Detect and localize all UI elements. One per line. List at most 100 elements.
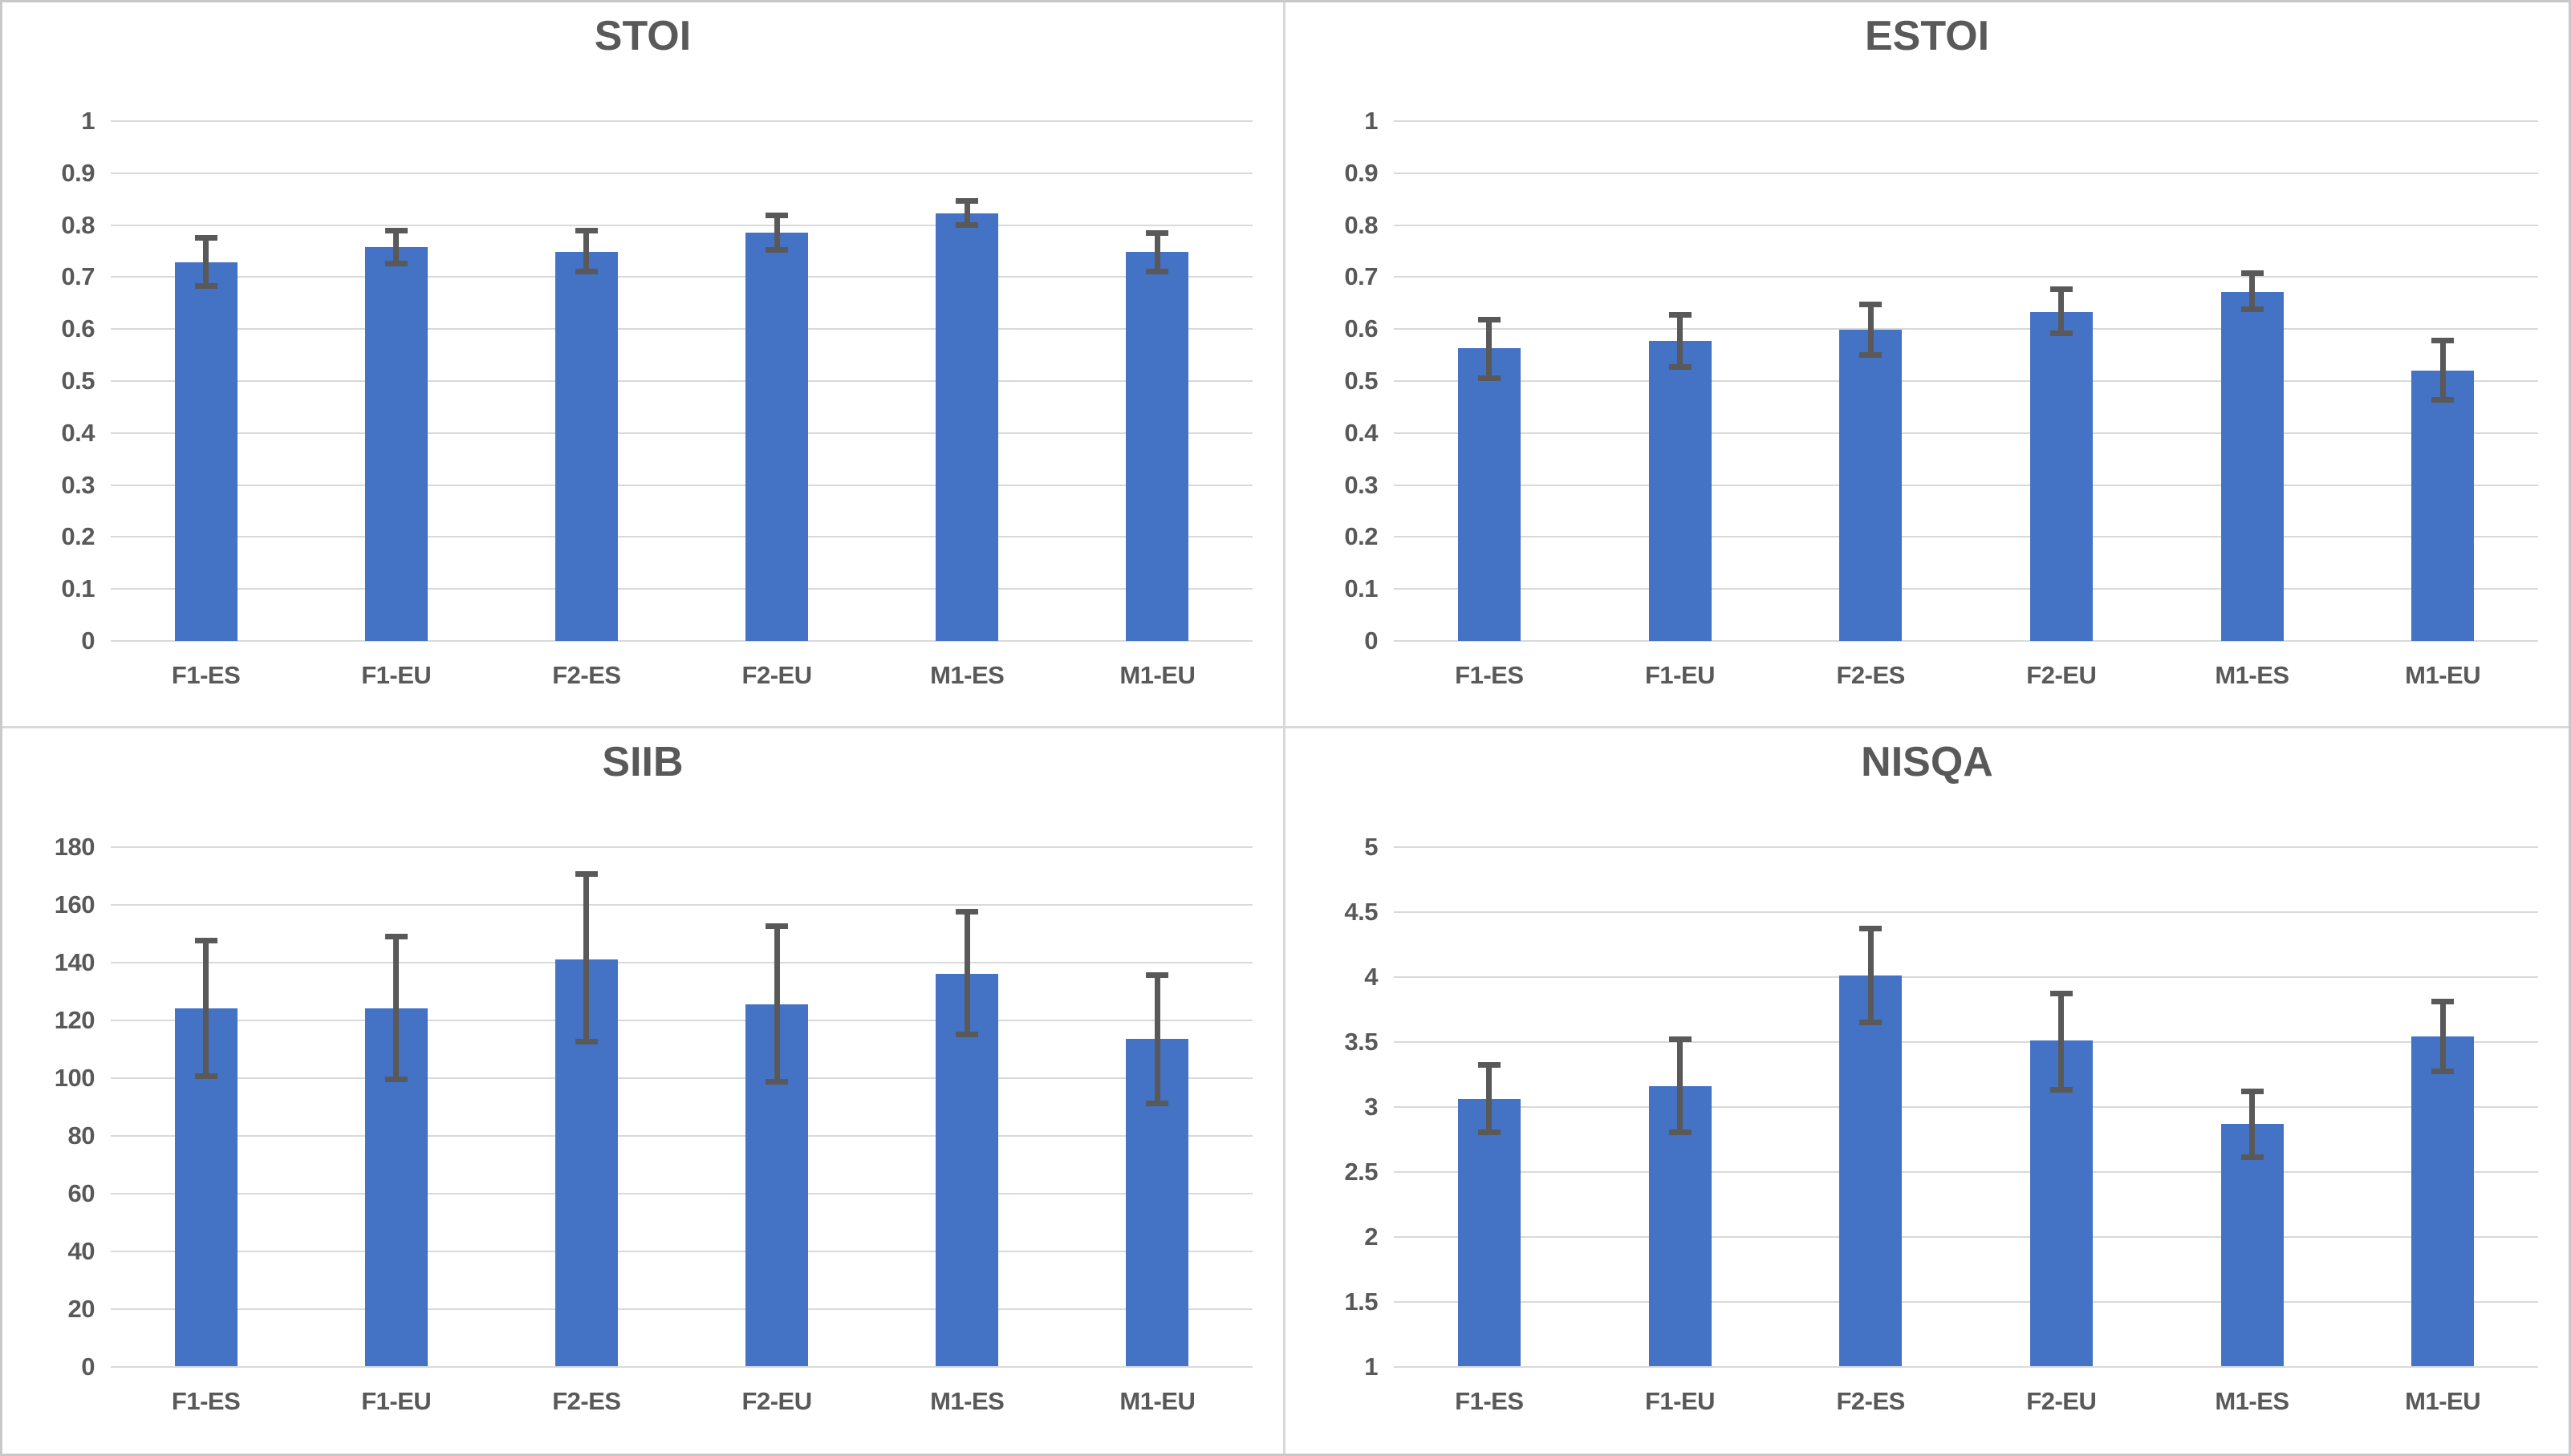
gridline	[111, 846, 1253, 848]
gridline	[1394, 1300, 2538, 1303]
error-bar-line	[2249, 273, 2255, 310]
y-tick-label: 0.4	[61, 418, 95, 447]
error-bar-cap	[1477, 1130, 1501, 1136]
category-label-M1-ES: M1-ES	[2215, 661, 2289, 689]
error-bar-cap	[1477, 1062, 1501, 1069]
error-bar-line	[583, 230, 590, 272]
gridline	[1394, 1105, 2538, 1108]
gridline	[111, 276, 1253, 278]
error-bar-cap	[956, 197, 979, 204]
error-bar-cap	[2049, 991, 2073, 997]
error-bar-cap	[766, 1079, 789, 1085]
y-tick-label: 2.5	[1344, 1157, 1378, 1186]
gridline	[1394, 911, 2538, 913]
category-label-M1-EU: M1-EU	[1119, 661, 1196, 689]
category-label-F2-ES: F2-ES	[552, 661, 621, 689]
chart-panel-siib: SIIB 180 160 140 120 100 80 60 40 20 0 F1-ES F1-EU F…	[2, 728, 1286, 1454]
gridline	[111, 484, 1253, 486]
bar-F2-ES	[554, 252, 618, 641]
error-bar-cap	[2431, 1069, 2455, 1075]
y-tick-label: 180	[54, 832, 95, 861]
chart-title-stoi: STOI	[594, 13, 692, 59]
bar-F1-ES	[1457, 1098, 1521, 1367]
plot-area-estoi: 1 0.9 0.8 0.7 0.6 0.5 0.4 0.3 0.2 0.1 0 F1-ES F1-EU F…	[1344, 107, 2538, 689]
y-tick-label: 0.6	[61, 314, 95, 343]
bar-M1-ES	[936, 973, 999, 1367]
y-tick-label: 1	[1364, 107, 1378, 135]
category-label-M1-EU: M1-EU	[2405, 1386, 2481, 1415]
category-label-F2-EU: F2-EU	[2026, 1386, 2097, 1415]
error-bar-line	[1867, 304, 1874, 355]
y-tick-label: 3	[1364, 1092, 1378, 1121]
gridline	[1394, 588, 2538, 590]
error-bar-line	[964, 911, 970, 1035]
gridline	[1394, 1365, 2538, 1368]
error-bar-cap	[575, 269, 598, 275]
gridline	[1394, 380, 2538, 382]
error-bar-cap	[384, 1076, 408, 1082]
y-tick-label: 4	[1364, 962, 1378, 991]
category-label-M1-ES: M1-ES	[2215, 1386, 2289, 1415]
category-label-F1-ES: F1-ES	[1455, 1386, 1524, 1415]
error-bar-line	[1486, 319, 1493, 379]
y-tick-label: 0.3	[61, 470, 95, 499]
error-bar-line	[2439, 1001, 2446, 1072]
gridline	[1394, 1170, 2538, 1173]
error-bar-cap	[384, 227, 408, 233]
error-bar-line	[1677, 1039, 1683, 1133]
y-tick-label: 0.7	[1344, 262, 1378, 291]
bar-M1-ES	[2220, 291, 2284, 641]
category-label-F2-ES: F2-ES	[552, 1386, 621, 1415]
y-tick-label: 120	[54, 1005, 95, 1034]
error-bar-line	[583, 874, 590, 1042]
error-bar-cap	[956, 222, 979, 229]
bar-M1-ES	[2220, 1123, 2284, 1367]
error-bar-cap	[194, 234, 217, 241]
error-bar-cap	[956, 909, 979, 915]
bar-M1-EU	[2411, 371, 2475, 641]
gridline	[1394, 1235, 2538, 1238]
error-bar-cap	[575, 227, 598, 233]
bar-F2-EU	[2029, 312, 2093, 641]
bar-F2-EU	[2029, 1040, 2093, 1367]
gridline	[111, 1019, 1253, 1021]
error-bar-cap	[766, 923, 789, 929]
gridline	[1394, 276, 2538, 278]
y-tick-label: 0.4	[1344, 418, 1378, 447]
error-bar-cap	[575, 1039, 598, 1044]
y-tick-label: 3.5	[1344, 1027, 1378, 1056]
y-tick-label: 0	[81, 627, 95, 655]
y-tick-label: 0.1	[1344, 574, 1378, 603]
plot-area-stoi: 1 0.9 0.8 0.7 0.6 0.5 0.4 0.3 0.2 0.1 0 F1-ES F1-EU F…	[61, 107, 1253, 689]
category-label-F1-ES: F1-ES	[171, 1386, 241, 1415]
error-bar-line	[2058, 289, 2065, 334]
gridline	[111, 120, 1253, 122]
error-bar-line	[203, 237, 209, 286]
y-tick-label: 0.7	[61, 262, 95, 291]
plot-area-nisqa: 5 4.5 4 3.5 3 2.5 2 1.5 1 F1-ES F1-EU F2-ES F2-EU M1-…	[1344, 833, 2538, 1415]
bar-F1-EU	[1648, 341, 1712, 641]
category-label-M1-ES: M1-ES	[930, 661, 1005, 689]
error-bar-cap	[1146, 229, 1169, 236]
error-bar-cap	[2049, 330, 2073, 336]
gridline	[111, 1250, 1253, 1252]
bar-F1-ES	[1457, 348, 1521, 641]
error-bar-cap	[2240, 306, 2264, 313]
error-bar-cap	[2240, 1088, 2264, 1094]
error-bar-line	[1154, 975, 1160, 1104]
bar-F1-EU	[364, 247, 428, 641]
error-bar-line	[1486, 1065, 1493, 1133]
gridline	[111, 588, 1253, 590]
error-bar-cap	[766, 247, 789, 253]
gridline	[111, 432, 1253, 434]
category-label-M1-EU: M1-EU	[1119, 1386, 1196, 1415]
y-tick-label: 0.2	[61, 522, 95, 551]
error-bar-line	[2249, 1091, 2255, 1158]
y-tick-label: 0.9	[1344, 158, 1378, 187]
gridline	[111, 380, 1253, 382]
gridline	[111, 1192, 1253, 1194]
y-tick-label: 0.1	[61, 574, 95, 603]
gridline	[1394, 640, 2538, 642]
gridline	[1394, 120, 2538, 122]
error-bar-line	[964, 201, 970, 225]
